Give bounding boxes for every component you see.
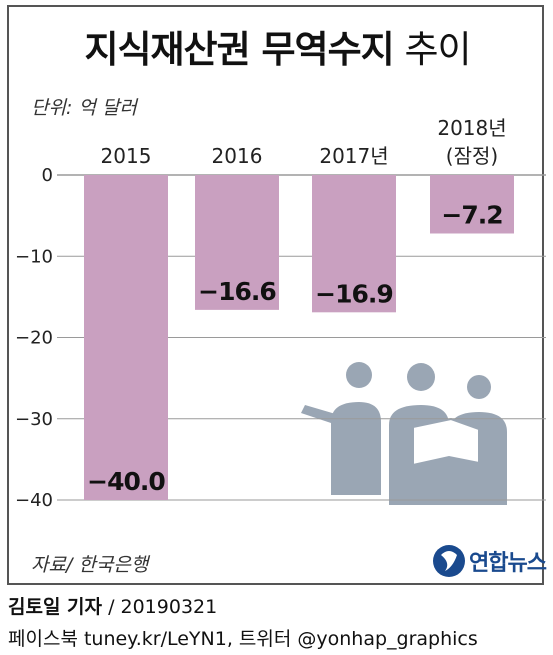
infographic-frame: 지식재산권 무역수지 추이 단위: 억 달러 0 −10 −20 −30 −40 201… <box>7 5 547 585</box>
x-category-label: (잠정) <box>446 144 498 168</box>
person-head-1 <box>407 363 435 391</box>
yonhap-logo-icon <box>433 545 465 577</box>
bar-2016 <box>195 175 279 310</box>
value-labels: −40.0 −16.6 −16.9 −7.2 <box>87 201 503 497</box>
x-category-labels: 2015 2016 2017년 2018년 (잠정) <box>101 116 507 168</box>
bars <box>84 175 514 500</box>
publish-date: / 20190321 <box>108 596 218 618</box>
x-category-label: 2017년 <box>319 144 388 168</box>
y-tick-label: −10 <box>15 246 53 267</box>
bar-2017년 <box>312 175 396 313</box>
value-label: −40.0 <box>87 467 165 496</box>
value-label: −16.9 <box>315 279 393 308</box>
y-tick-label: −30 <box>15 409 53 430</box>
chart-title-suffix: 추이 <box>404 28 471 71</box>
x-category-label: 2016 <box>212 144 263 168</box>
bar-chart: 0 −10 −20 −30 −40 2015 2016 2017년 2018년 (잠정) −40… <box>15 116 546 511</box>
person-head-0 <box>346 362 372 388</box>
byline: 김토일 기자 / 20190321 <box>8 592 217 619</box>
yonhap-logo-text: 연합뉴스 <box>469 551 547 576</box>
chart-title-main: 지식재산권 무역수지 <box>84 28 394 71</box>
unit-label: 단위: 억 달러 <box>31 97 137 119</box>
person-arm <box>301 405 339 425</box>
chart-title: 지식재산권 무역수지 추이 <box>9 19 546 73</box>
value-label: −7.2 <box>441 201 502 230</box>
bar-2018년 <box>430 175 514 234</box>
x-category-label: 2015 <box>101 144 152 168</box>
y-tick-label: −20 <box>15 328 53 349</box>
open-document-icon <box>412 417 480 467</box>
y-tick-label: 0 <box>42 165 53 186</box>
person-head-2 <box>467 375 491 399</box>
social-links: 페이스북 tuney.kr/LeYN1, 트위터 @yonhap_graphic… <box>8 628 478 650</box>
people-silhouette-icon <box>301 362 507 505</box>
x-category-label: 2018년 <box>437 116 506 140</box>
yonhap-logo: 연합뉴스 <box>429 541 549 581</box>
source-note: 자료/ 한국은행 <box>31 554 149 576</box>
reporter-name: 김토일 기자 <box>8 596 103 618</box>
bar-2015 <box>84 175 168 500</box>
person-body-0 <box>331 402 381 495</box>
value-label: −16.6 <box>198 277 276 306</box>
y-tick-label: −40 <box>15 490 53 511</box>
y-tick-labels: 0 −10 −20 −30 −40 <box>15 165 53 511</box>
